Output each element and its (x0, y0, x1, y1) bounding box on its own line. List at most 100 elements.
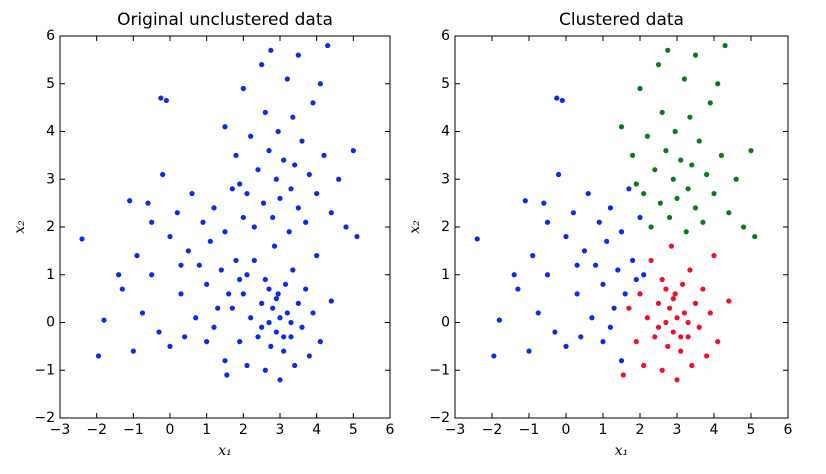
point (687, 267, 693, 273)
point (607, 205, 614, 211)
point (655, 300, 662, 306)
point (593, 262, 599, 268)
point (248, 133, 254, 139)
point (554, 95, 560, 101)
y-tick-label: 2 (441, 219, 450, 235)
point (630, 257, 636, 264)
point (260, 200, 267, 206)
point (648, 224, 654, 230)
point (633, 339, 639, 345)
point (618, 124, 625, 130)
x-tick-label: −1 (519, 422, 540, 438)
point (281, 157, 287, 163)
point (299, 138, 305, 144)
point (679, 281, 686, 287)
point (748, 148, 754, 154)
point (556, 171, 562, 178)
point (336, 176, 342, 182)
point (704, 171, 710, 178)
point (182, 334, 188, 340)
x-tick-label: 6 (386, 422, 395, 438)
point (317, 81, 323, 87)
point (535, 310, 541, 316)
point (704, 353, 710, 359)
point (292, 162, 298, 168)
point (641, 272, 647, 278)
y-tick-label: 3 (46, 171, 55, 187)
point (130, 348, 136, 354)
x-tick-label: 4 (710, 422, 719, 438)
point (544, 219, 551, 225)
point (290, 267, 296, 273)
point (522, 198, 528, 204)
point (233, 257, 239, 264)
point (248, 315, 254, 321)
point (321, 152, 327, 158)
point (127, 198, 133, 204)
point (655, 62, 662, 68)
point (259, 62, 265, 68)
point (604, 238, 610, 244)
point (678, 348, 684, 354)
point (652, 334, 658, 340)
x-tick-label: −2 (482, 422, 503, 438)
point (303, 286, 309, 292)
y-tick-label: 5 (46, 76, 55, 92)
point (343, 224, 349, 230)
point (641, 190, 647, 197)
point (354, 233, 360, 240)
point (674, 195, 680, 201)
point (600, 339, 606, 345)
y-tick-label: −1 (429, 362, 450, 378)
point (178, 262, 184, 268)
point (685, 319, 691, 326)
point (211, 205, 217, 211)
point (711, 253, 717, 259)
point (659, 109, 665, 115)
point (563, 233, 569, 240)
point (310, 100, 316, 106)
point (229, 305, 235, 311)
point (204, 339, 210, 345)
point (119, 286, 125, 292)
point (288, 334, 294, 340)
y-tick-label: 5 (441, 76, 450, 92)
point (237, 276, 243, 283)
point (222, 124, 228, 130)
point (317, 339, 323, 345)
point (678, 334, 684, 340)
point (237, 181, 243, 187)
point (657, 200, 663, 206)
point (284, 76, 290, 82)
point (259, 324, 265, 330)
point (218, 267, 224, 273)
point (292, 362, 298, 369)
point (255, 334, 261, 340)
point (596, 219, 602, 225)
x-axis-label: x₁ (615, 443, 629, 459)
point (299, 324, 305, 330)
point (615, 267, 621, 273)
point (618, 229, 625, 235)
point (314, 190, 320, 197)
point (689, 162, 695, 168)
point (207, 238, 213, 244)
point (672, 291, 678, 297)
point (244, 362, 250, 369)
point (284, 310, 290, 316)
point (544, 272, 551, 278)
point (574, 262, 580, 268)
point (266, 286, 272, 292)
point (696, 138, 702, 144)
point (626, 305, 632, 311)
y-tick-label: 4 (441, 124, 450, 140)
point (79, 236, 85, 242)
point (581, 248, 588, 254)
point (211, 324, 217, 330)
point (251, 224, 257, 230)
point (655, 324, 662, 330)
y-axis-label: x₂ (407, 220, 423, 234)
point (275, 128, 281, 135)
x-axis-label: x₁ (218, 443, 232, 459)
y-tick-label: 6 (441, 28, 450, 44)
